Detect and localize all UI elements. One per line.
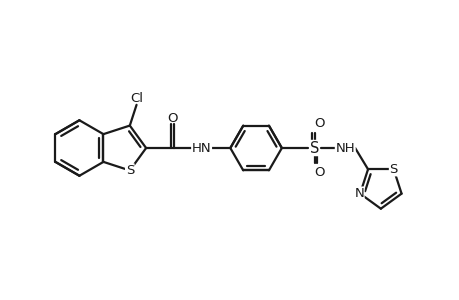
Text: HN: HN (191, 142, 211, 154)
Text: O: O (167, 112, 177, 125)
Text: N: N (353, 187, 363, 200)
Text: NH: NH (335, 142, 354, 154)
Text: S: S (125, 164, 134, 177)
Text: O: O (313, 166, 324, 179)
Text: S: S (309, 140, 319, 155)
Text: Cl: Cl (130, 92, 143, 105)
Text: O: O (313, 117, 324, 130)
Text: S: S (389, 163, 397, 176)
